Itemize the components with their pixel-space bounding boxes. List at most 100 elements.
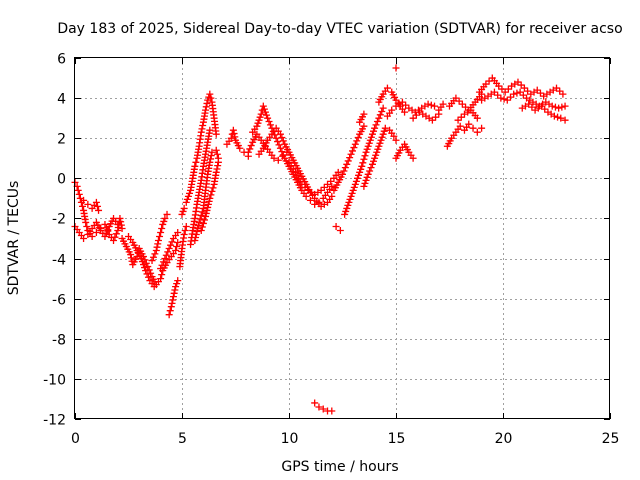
data-point [194,224,202,232]
data-point [482,80,490,88]
data-point [102,229,110,237]
data-point [495,82,503,90]
data-point [351,140,359,148]
data-point [380,127,388,135]
data-point [118,224,126,232]
data-point [561,102,569,110]
data-point [202,212,210,220]
data-point [158,224,166,232]
data-point [154,240,162,248]
data-point [367,164,375,172]
data-point [319,405,327,413]
data-point [336,226,344,234]
data-point [111,233,119,241]
data-point [203,206,211,214]
data-point [180,230,188,238]
data-point [270,154,278,162]
data-point [346,154,354,162]
data-point [381,124,389,132]
data-point [362,148,370,156]
data-point [324,180,332,188]
data-point [276,144,284,152]
data-point [350,144,358,152]
data-point [358,162,366,170]
data-point [371,124,379,132]
data-point [148,257,156,265]
data-point [315,403,323,411]
data-point [254,119,262,127]
data-point [80,196,88,204]
data-point [206,90,214,98]
data-point [198,125,206,133]
data-point [75,190,83,198]
data-point [339,170,346,178]
data-point [229,126,237,134]
x-tick-label: 25 [602,431,620,447]
data-point [354,134,362,142]
data-point [214,162,222,170]
data-point [202,106,210,114]
data-point [548,102,556,110]
data-point [327,177,335,185]
data-point [159,220,167,228]
data-point [376,139,384,147]
y-tick-label: 4 [57,92,66,108]
data-point [439,100,447,108]
data-point [556,87,564,95]
data-point [83,222,91,230]
data-point [517,81,525,89]
data-point [213,165,221,173]
data-point [343,204,351,212]
data-point [465,120,473,128]
data-point [370,127,378,135]
data-point [174,239,182,247]
data-point [409,114,417,122]
data-point [207,152,215,160]
data-point [206,158,214,166]
data-point [457,113,465,121]
data-point [127,254,135,262]
axis-ticks [75,58,611,420]
data-point [356,168,364,176]
data-point [264,114,272,122]
data-point [473,128,481,136]
data-point [551,103,559,111]
data-point [503,96,511,104]
data-point [454,116,462,124]
x-tick-label: 0 [71,431,80,447]
data-point [498,85,506,93]
data-point [342,207,350,215]
data-point [311,399,319,407]
data-point [207,191,215,199]
data-point [351,180,359,188]
data-point [501,88,509,96]
data-point [212,168,220,176]
data-point [150,283,158,291]
data-point [158,261,166,269]
data-point [293,171,301,179]
data-point [203,99,211,107]
data-point [401,108,409,116]
data-point [157,228,165,236]
data-point [196,215,204,223]
data-point [373,148,381,156]
data-point [147,269,155,277]
data-point [266,121,274,129]
data-point [197,226,205,234]
data-point [149,253,157,261]
data-point [275,141,283,149]
data-point [171,286,179,294]
data-point [208,187,216,195]
data-point [172,247,180,255]
data-point [295,174,303,182]
data-point [194,221,202,229]
data-point [256,113,264,121]
data-point [363,145,371,153]
data-point [456,122,464,130]
data-point [204,203,212,211]
data-point [366,167,374,175]
data-point [193,227,201,235]
data-point [368,130,376,138]
data-point [452,94,460,102]
